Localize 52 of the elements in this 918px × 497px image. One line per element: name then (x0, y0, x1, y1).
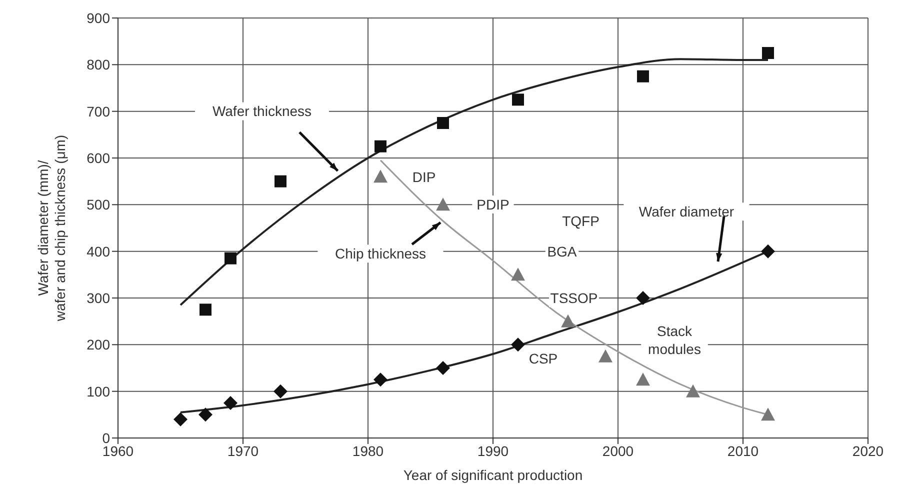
point (224, 252, 236, 264)
point (561, 314, 575, 328)
y-tick-label: 300 (86, 290, 110, 306)
point (174, 412, 188, 426)
y-tick-label: 200 (86, 336, 110, 353)
point (374, 372, 388, 387)
x-tick-label: 2010 (727, 442, 759, 459)
annotation: PDIP (476, 196, 510, 212)
y-tick-label: 700 (86, 103, 110, 120)
annotation: CSP (528, 350, 558, 367)
y-tick-label: 100 (86, 383, 110, 400)
point (686, 384, 700, 398)
annotation: Wafer diameter (638, 204, 734, 220)
point (636, 372, 650, 386)
y-tick-label: 400 (86, 243, 110, 260)
point (436, 198, 450, 211)
point (274, 384, 288, 398)
point (374, 140, 386, 152)
x-axis-title: Year of significant production (403, 467, 583, 483)
point (224, 396, 238, 410)
x-tick-label: 2020 (852, 442, 884, 459)
x-tick-label: 2000 (602, 442, 634, 459)
point (636, 291, 650, 305)
point (274, 175, 286, 188)
point (512, 94, 524, 106)
annotation: TSSOP (550, 290, 598, 306)
point (761, 244, 775, 258)
point (637, 70, 649, 82)
annotation: Wafer thickness (212, 103, 312, 120)
point (511, 338, 525, 352)
annotation: DIP (412, 168, 436, 185)
x-tick-label: 1980 (352, 442, 384, 459)
point (200, 304, 212, 316)
point (598, 349, 612, 362)
point (761, 408, 775, 421)
point (511, 268, 525, 281)
point (198, 408, 212, 422)
annotation: TQFP (562, 212, 600, 229)
annotation: BGA (547, 244, 578, 260)
y-tick-label: 600 (86, 150, 110, 166)
point (437, 117, 449, 129)
point (374, 170, 388, 183)
y-tick-label: 900 (86, 10, 110, 26)
annotation: Stack modules (648, 323, 701, 358)
y-tick-label: 500 (86, 196, 110, 213)
x-tick-label: 1970 (227, 442, 259, 459)
y-tick-label: 800 (86, 56, 110, 73)
x-tick-label: 1990 (477, 442, 509, 459)
annotation: Chip thickness (334, 246, 426, 262)
y-axis-title: Wafer diameter (mm)/ wafer and chip thickness (μm) (35, 134, 68, 322)
point (436, 361, 450, 375)
point (762, 47, 774, 59)
